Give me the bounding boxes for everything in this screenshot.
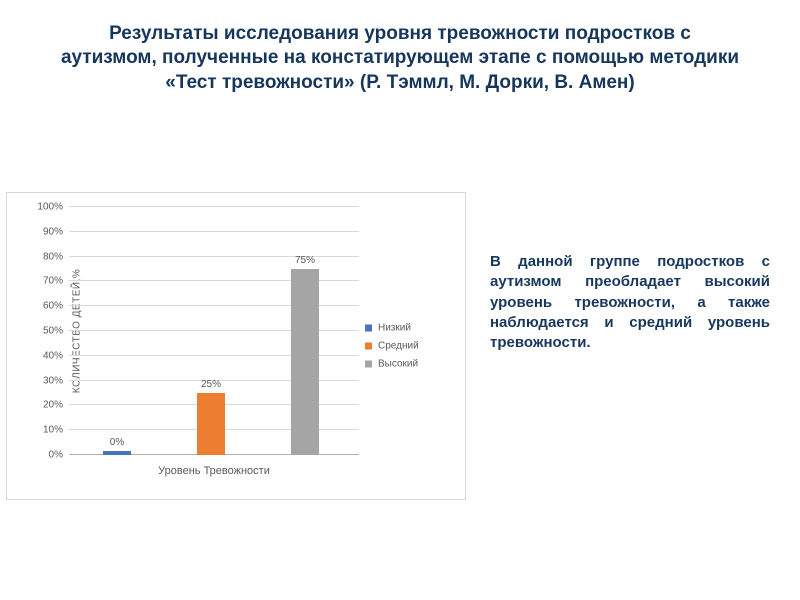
- gridline: [69, 256, 359, 257]
- anxiety-chart: КОЛИЧЕСТВО ДЕТЕЙ,% 0% 10% 20% 30% 40% 50% 60% 70…: [6, 192, 466, 500]
- bar-Высокий: 75%: [291, 269, 319, 455]
- gridline: [69, 206, 359, 207]
- legend-swatch-icon: [365, 325, 372, 332]
- y-tick-label: 100%: [37, 202, 63, 213]
- plot-area: КОЛИЧЕСТВО ДЕТЕЙ,%0%10%20%30%40%50%60%70…: [69, 207, 359, 455]
- legend-item: Низкий: [365, 323, 455, 334]
- description-text: В данной группе подростков с аутизмом пр…: [490, 252, 770, 353]
- y-tick-label: 60%: [43, 301, 63, 312]
- legend-swatch-icon: [365, 361, 372, 368]
- y-tick-label: 40%: [43, 350, 63, 361]
- y-tick-label: 20%: [43, 400, 63, 411]
- bar-Низкий: 0%: [103, 451, 131, 455]
- y-tick-label: 80%: [43, 251, 63, 262]
- y-tick-label: 50%: [43, 326, 63, 337]
- legend-item: Средний: [365, 341, 455, 352]
- legend-label: Низкий: [378, 323, 411, 334]
- slide-title: Результаты исследования уровня тревожнос…: [60, 22, 740, 95]
- bar-value-label: 0%: [110, 437, 124, 448]
- legend-label: Высокий: [378, 359, 418, 370]
- bar-value-label: 75%: [295, 255, 315, 266]
- legend-swatch-icon: [365, 343, 372, 350]
- legend-item: Высокий: [365, 359, 455, 370]
- y-tick-label: 90%: [43, 226, 63, 237]
- y-tick-label: 0%: [49, 450, 63, 461]
- slide: Результаты исследования уровня тревожнос…: [0, 0, 800, 600]
- chart-legend: Низкий Средний Высокий: [365, 316, 455, 377]
- y-tick-label: 70%: [43, 276, 63, 287]
- y-axis-title: КОЛИЧЕСТВО ДЕТЕЙ,%: [72, 269, 83, 393]
- y-tick-label: 10%: [43, 425, 63, 436]
- y-tick-label: 30%: [43, 375, 63, 386]
- legend-label: Средний: [378, 341, 419, 352]
- bar-Средний: 25%: [197, 393, 225, 455]
- gridline: [69, 231, 359, 232]
- x-axis-label: Уровень Тревожности: [69, 465, 359, 477]
- bar-value-label: 25%: [201, 379, 221, 390]
